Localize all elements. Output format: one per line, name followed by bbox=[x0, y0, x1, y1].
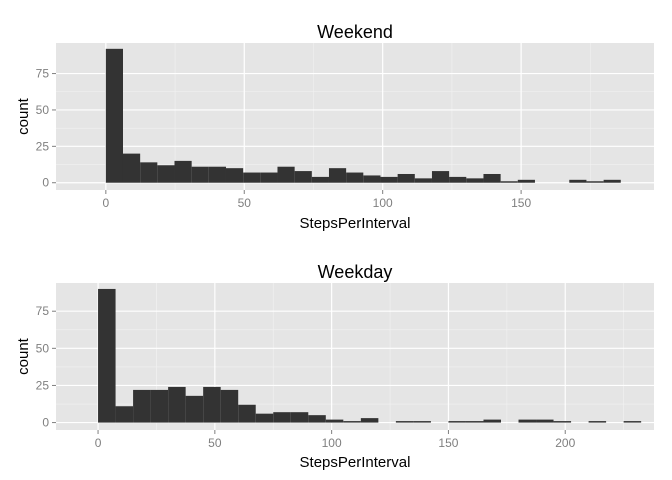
histogram-bar bbox=[208, 166, 226, 183]
histogram-bar bbox=[483, 173, 501, 183]
histogram-bar bbox=[168, 386, 186, 423]
histogram-bar bbox=[255, 413, 274, 423]
histogram-bar bbox=[465, 421, 484, 423]
histogram-bar bbox=[360, 418, 379, 423]
histogram-bar bbox=[98, 288, 116, 423]
histogram-bar bbox=[569, 179, 587, 183]
histogram-bar bbox=[308, 415, 326, 423]
histogram-bar bbox=[115, 406, 134, 423]
y-tick-label: 0 bbox=[42, 176, 49, 190]
y-tick-label: 75 bbox=[36, 67, 50, 81]
histogram-bar bbox=[203, 386, 221, 423]
y-axis-label: count bbox=[15, 97, 32, 135]
histogram-bar bbox=[133, 389, 151, 423]
histogram-bar bbox=[328, 168, 347, 183]
histogram-bar bbox=[536, 419, 554, 423]
histogram-bar bbox=[623, 421, 642, 423]
histogram-bar bbox=[346, 172, 364, 183]
histogram-bar bbox=[140, 162, 158, 183]
histogram-bar bbox=[603, 179, 621, 183]
x-axis-label: StepsPerInterval bbox=[300, 215, 411, 232]
y-tick-label: 25 bbox=[36, 139, 50, 153]
x-tick-label: 150 bbox=[438, 436, 458, 450]
histogram-bar bbox=[586, 181, 604, 183]
histogram-bar bbox=[174, 160, 192, 183]
y-tick-label: 25 bbox=[36, 378, 50, 392]
y-axis-label: count bbox=[15, 337, 32, 375]
histogram-bar bbox=[380, 176, 398, 183]
histogram-bar bbox=[290, 412, 309, 423]
histogram-bar bbox=[220, 389, 239, 423]
histogram-bar bbox=[448, 421, 466, 423]
histogram-bar bbox=[395, 421, 414, 423]
histogram-bar bbox=[500, 181, 518, 183]
chart-title: Weekend bbox=[317, 22, 393, 42]
histogram-bar bbox=[517, 179, 535, 183]
histogram-bar bbox=[413, 421, 431, 423]
histogram-bar bbox=[449, 176, 467, 183]
histogram-bar bbox=[466, 178, 484, 183]
histogram-bar bbox=[397, 173, 415, 183]
histogram-bar bbox=[277, 166, 295, 183]
histogram-bar bbox=[553, 421, 572, 423]
histogram-bar bbox=[243, 172, 261, 183]
histogram-bar bbox=[191, 166, 209, 183]
histogram-bar bbox=[363, 175, 381, 183]
histogram-bar bbox=[260, 172, 278, 183]
x-tick-label: 0 bbox=[102, 196, 109, 210]
weekend-histogram: 0 50 100 150 0 25 50 75 Weekend StepsPerInterval c… bbox=[15, 22, 654, 232]
histogram-bar bbox=[325, 419, 344, 423]
histogram-bar bbox=[150, 389, 169, 423]
histogram-bar bbox=[414, 178, 432, 183]
y-tick-label: 0 bbox=[42, 416, 49, 430]
histogram-bar bbox=[518, 419, 537, 423]
histogram-bar bbox=[294, 171, 312, 183]
histogram-bar bbox=[238, 404, 256, 423]
chart-title: Weekday bbox=[318, 262, 393, 282]
x-tick-label: 0 bbox=[95, 436, 102, 450]
x-tick-label: 100 bbox=[373, 196, 393, 210]
histogram-bar bbox=[273, 412, 291, 423]
histogram-bar bbox=[311, 176, 329, 183]
x-tick-label: 200 bbox=[555, 436, 575, 450]
weekday-histogram: 0 50 100 150 200 0 25 50 75 Weekday StepsPerInterv… bbox=[15, 262, 654, 471]
x-tick-label: 100 bbox=[322, 436, 342, 450]
histogram-bar bbox=[105, 48, 123, 183]
histogram-bar bbox=[122, 153, 141, 183]
histogram-bar bbox=[483, 419, 501, 423]
histogram-bar bbox=[157, 165, 175, 183]
histogram-bar bbox=[431, 171, 450, 183]
histogram-bar bbox=[588, 421, 607, 423]
histogram-bar bbox=[343, 421, 361, 423]
y-tick-label: 50 bbox=[36, 341, 50, 355]
x-axis-label: StepsPerInterval bbox=[300, 454, 411, 471]
x-tick-label: 50 bbox=[238, 196, 252, 210]
x-tick-label: 50 bbox=[208, 436, 222, 450]
y-tick-label: 75 bbox=[36, 304, 50, 318]
histogram-bar bbox=[225, 168, 244, 183]
histogram-bar bbox=[185, 395, 204, 423]
x-tick-label: 150 bbox=[511, 196, 531, 210]
y-tick-label: 50 bbox=[36, 103, 50, 117]
